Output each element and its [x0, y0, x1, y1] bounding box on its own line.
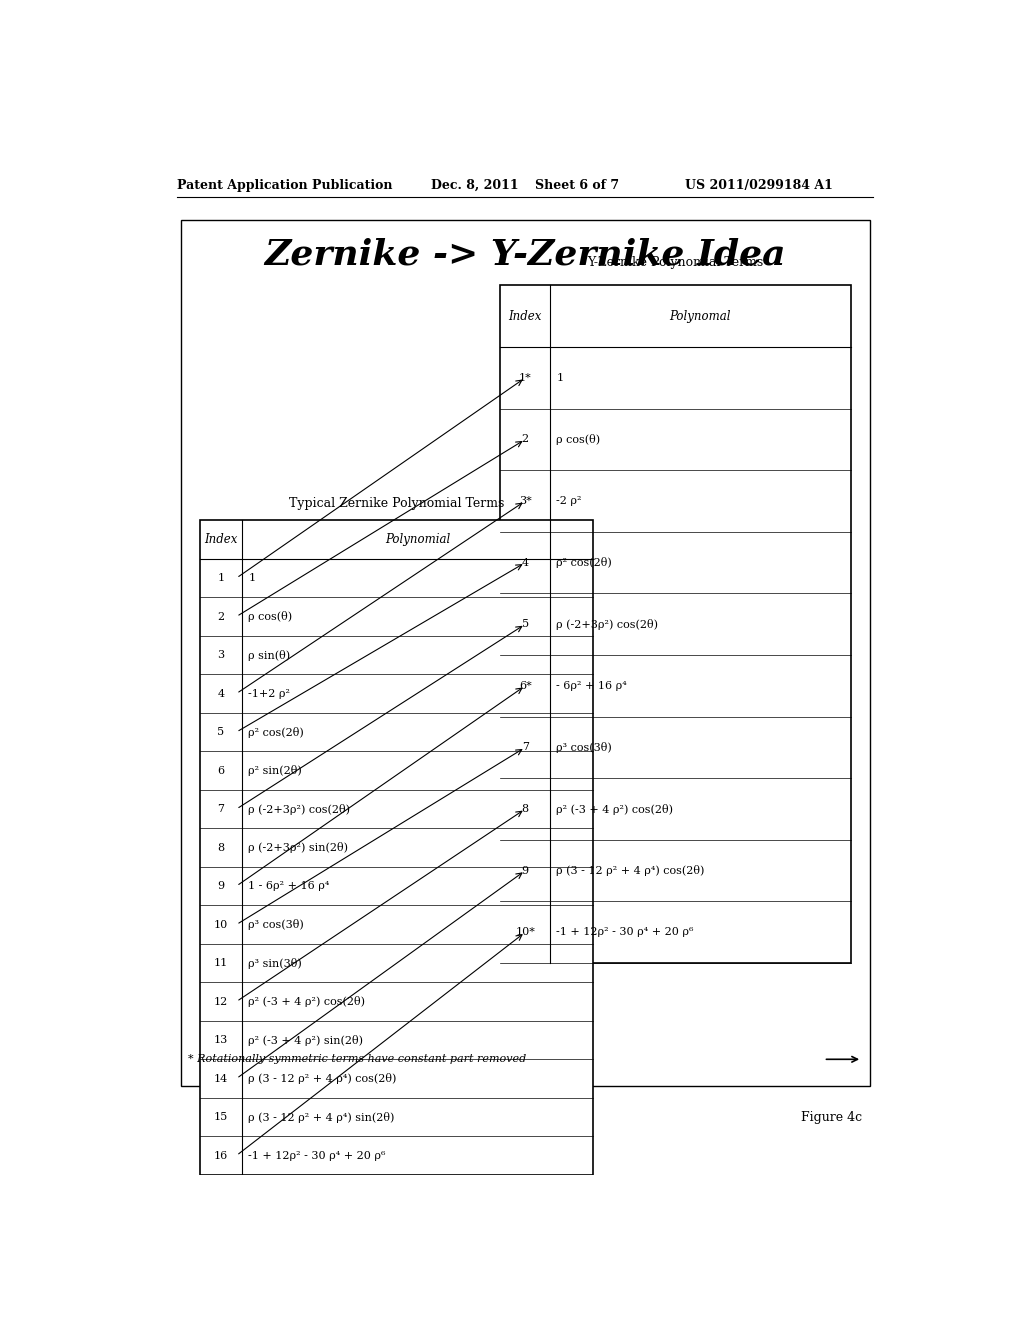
Text: 16: 16 — [214, 1151, 228, 1160]
Text: 11: 11 — [214, 958, 228, 968]
Text: ρ (3 - 12 ρ² + 4 ρ⁴) cos(2θ): ρ (3 - 12 ρ² + 4 ρ⁴) cos(2θ) — [249, 1073, 396, 1084]
Text: ρ (3 - 12 ρ² + 4 ρ⁴) sin(2θ): ρ (3 - 12 ρ² + 4 ρ⁴) sin(2θ) — [249, 1111, 394, 1122]
Text: 2: 2 — [217, 611, 224, 622]
Text: ρ (3 - 12 ρ² + 4 ρ⁴) cos(2θ): ρ (3 - 12 ρ² + 4 ρ⁴) cos(2θ) — [556, 865, 705, 876]
Text: 7: 7 — [521, 742, 528, 752]
Text: 1: 1 — [556, 372, 563, 383]
Text: 2: 2 — [521, 434, 528, 445]
Text: 4: 4 — [217, 689, 224, 698]
Text: Index: Index — [509, 310, 542, 323]
Text: 4: 4 — [521, 557, 528, 568]
Text: 10: 10 — [214, 920, 228, 929]
Text: ρ² cos(2θ): ρ² cos(2θ) — [556, 557, 612, 568]
Text: ρ (-2+3ρ²) cos(2θ): ρ (-2+3ρ²) cos(2θ) — [249, 804, 350, 814]
Text: 8: 8 — [521, 804, 528, 814]
Text: Sheet 6 of 7: Sheet 6 of 7 — [535, 178, 618, 191]
Text: Polynomial: Polynomial — [385, 533, 450, 546]
Text: Patent Application Publication: Patent Application Publication — [177, 178, 392, 191]
Text: 13: 13 — [214, 1035, 228, 1045]
Text: -1+2 ρ²: -1+2 ρ² — [249, 689, 291, 698]
Text: ρ³ cos(3θ): ρ³ cos(3θ) — [556, 742, 612, 752]
Text: ρ² sin(2θ): ρ² sin(2θ) — [249, 766, 302, 776]
Bar — [500, 285, 851, 964]
Text: Dec. 8, 2011: Dec. 8, 2011 — [431, 178, 518, 191]
Text: ρ (-2+3ρ²) sin(2θ): ρ (-2+3ρ²) sin(2θ) — [249, 842, 348, 853]
Text: 1: 1 — [217, 573, 224, 583]
Text: ρ sin(θ): ρ sin(θ) — [249, 649, 291, 660]
Text: 5: 5 — [217, 727, 224, 737]
Text: * Rotationally symmetric terms have constant part removed: * Rotationally symmetric terms have cons… — [188, 1055, 526, 1064]
Bar — [180, 220, 869, 1086]
Text: -1 + 12ρ² - 30 ρ⁴ + 20 ρ⁶: -1 + 12ρ² - 30 ρ⁴ + 20 ρ⁶ — [556, 927, 694, 937]
Text: US 2011/0299184 A1: US 2011/0299184 A1 — [685, 178, 833, 191]
Text: 15: 15 — [214, 1111, 228, 1122]
Text: 12: 12 — [214, 997, 228, 1007]
Text: ρ² (-3 + 4 ρ²) cos(2θ): ρ² (-3 + 4 ρ²) cos(2θ) — [556, 804, 674, 814]
Text: ρ (-2+3ρ²) cos(2θ): ρ (-2+3ρ²) cos(2θ) — [556, 619, 658, 630]
Text: Index: Index — [205, 533, 238, 546]
Text: -2 ρ²: -2 ρ² — [556, 496, 582, 506]
Text: 5: 5 — [521, 619, 528, 630]
Text: Y-Zernike Polynomial Terms: Y-Zernike Polynomial Terms — [587, 256, 764, 269]
Text: 7: 7 — [217, 804, 224, 814]
Bar — [200, 520, 593, 1175]
Text: -1 + 12ρ² - 30 ρ⁴ + 20 ρ⁶: -1 + 12ρ² - 30 ρ⁴ + 20 ρ⁶ — [249, 1151, 386, 1160]
Text: 3: 3 — [217, 649, 224, 660]
Text: 10*: 10* — [515, 927, 536, 937]
Text: ρ³ cos(3θ): ρ³ cos(3θ) — [249, 919, 304, 931]
Text: - 6ρ² + 16 ρ⁴: - 6ρ² + 16 ρ⁴ — [556, 681, 627, 690]
Text: ρ² cos(2θ): ρ² cos(2θ) — [249, 726, 304, 738]
Text: 1: 1 — [249, 573, 256, 583]
Text: 3*: 3* — [519, 496, 531, 506]
Text: 1*: 1* — [519, 372, 531, 383]
Text: 8: 8 — [217, 842, 224, 853]
Text: Polynomal: Polynomal — [670, 310, 731, 323]
Text: 9: 9 — [521, 866, 528, 875]
Text: ρ cos(θ): ρ cos(θ) — [249, 611, 293, 622]
Text: 6: 6 — [217, 766, 224, 776]
Text: 1 - 6ρ² + 16 ρ⁴: 1 - 6ρ² + 16 ρ⁴ — [249, 880, 330, 891]
Text: ρ² (-3 + 4 ρ²) sin(2θ): ρ² (-3 + 4 ρ²) sin(2θ) — [249, 1035, 364, 1045]
Text: ρ³ sin(3θ): ρ³ sin(3θ) — [249, 957, 302, 969]
Text: ρ cos(θ): ρ cos(θ) — [556, 434, 600, 445]
Text: Figure 4c: Figure 4c — [801, 1110, 862, 1123]
Text: Typical Zernike Polynomial Terms: Typical Zernike Polynomial Terms — [289, 496, 504, 510]
Text: 9: 9 — [217, 880, 224, 891]
Text: ρ² (-3 + 4 ρ²) cos(2θ): ρ² (-3 + 4 ρ²) cos(2θ) — [249, 997, 366, 1007]
Text: 6*: 6* — [519, 681, 531, 690]
Text: 14: 14 — [214, 1073, 228, 1084]
Text: Zernike -> Y-Zernike Idea: Zernike -> Y-Zernike Idea — [264, 238, 786, 272]
